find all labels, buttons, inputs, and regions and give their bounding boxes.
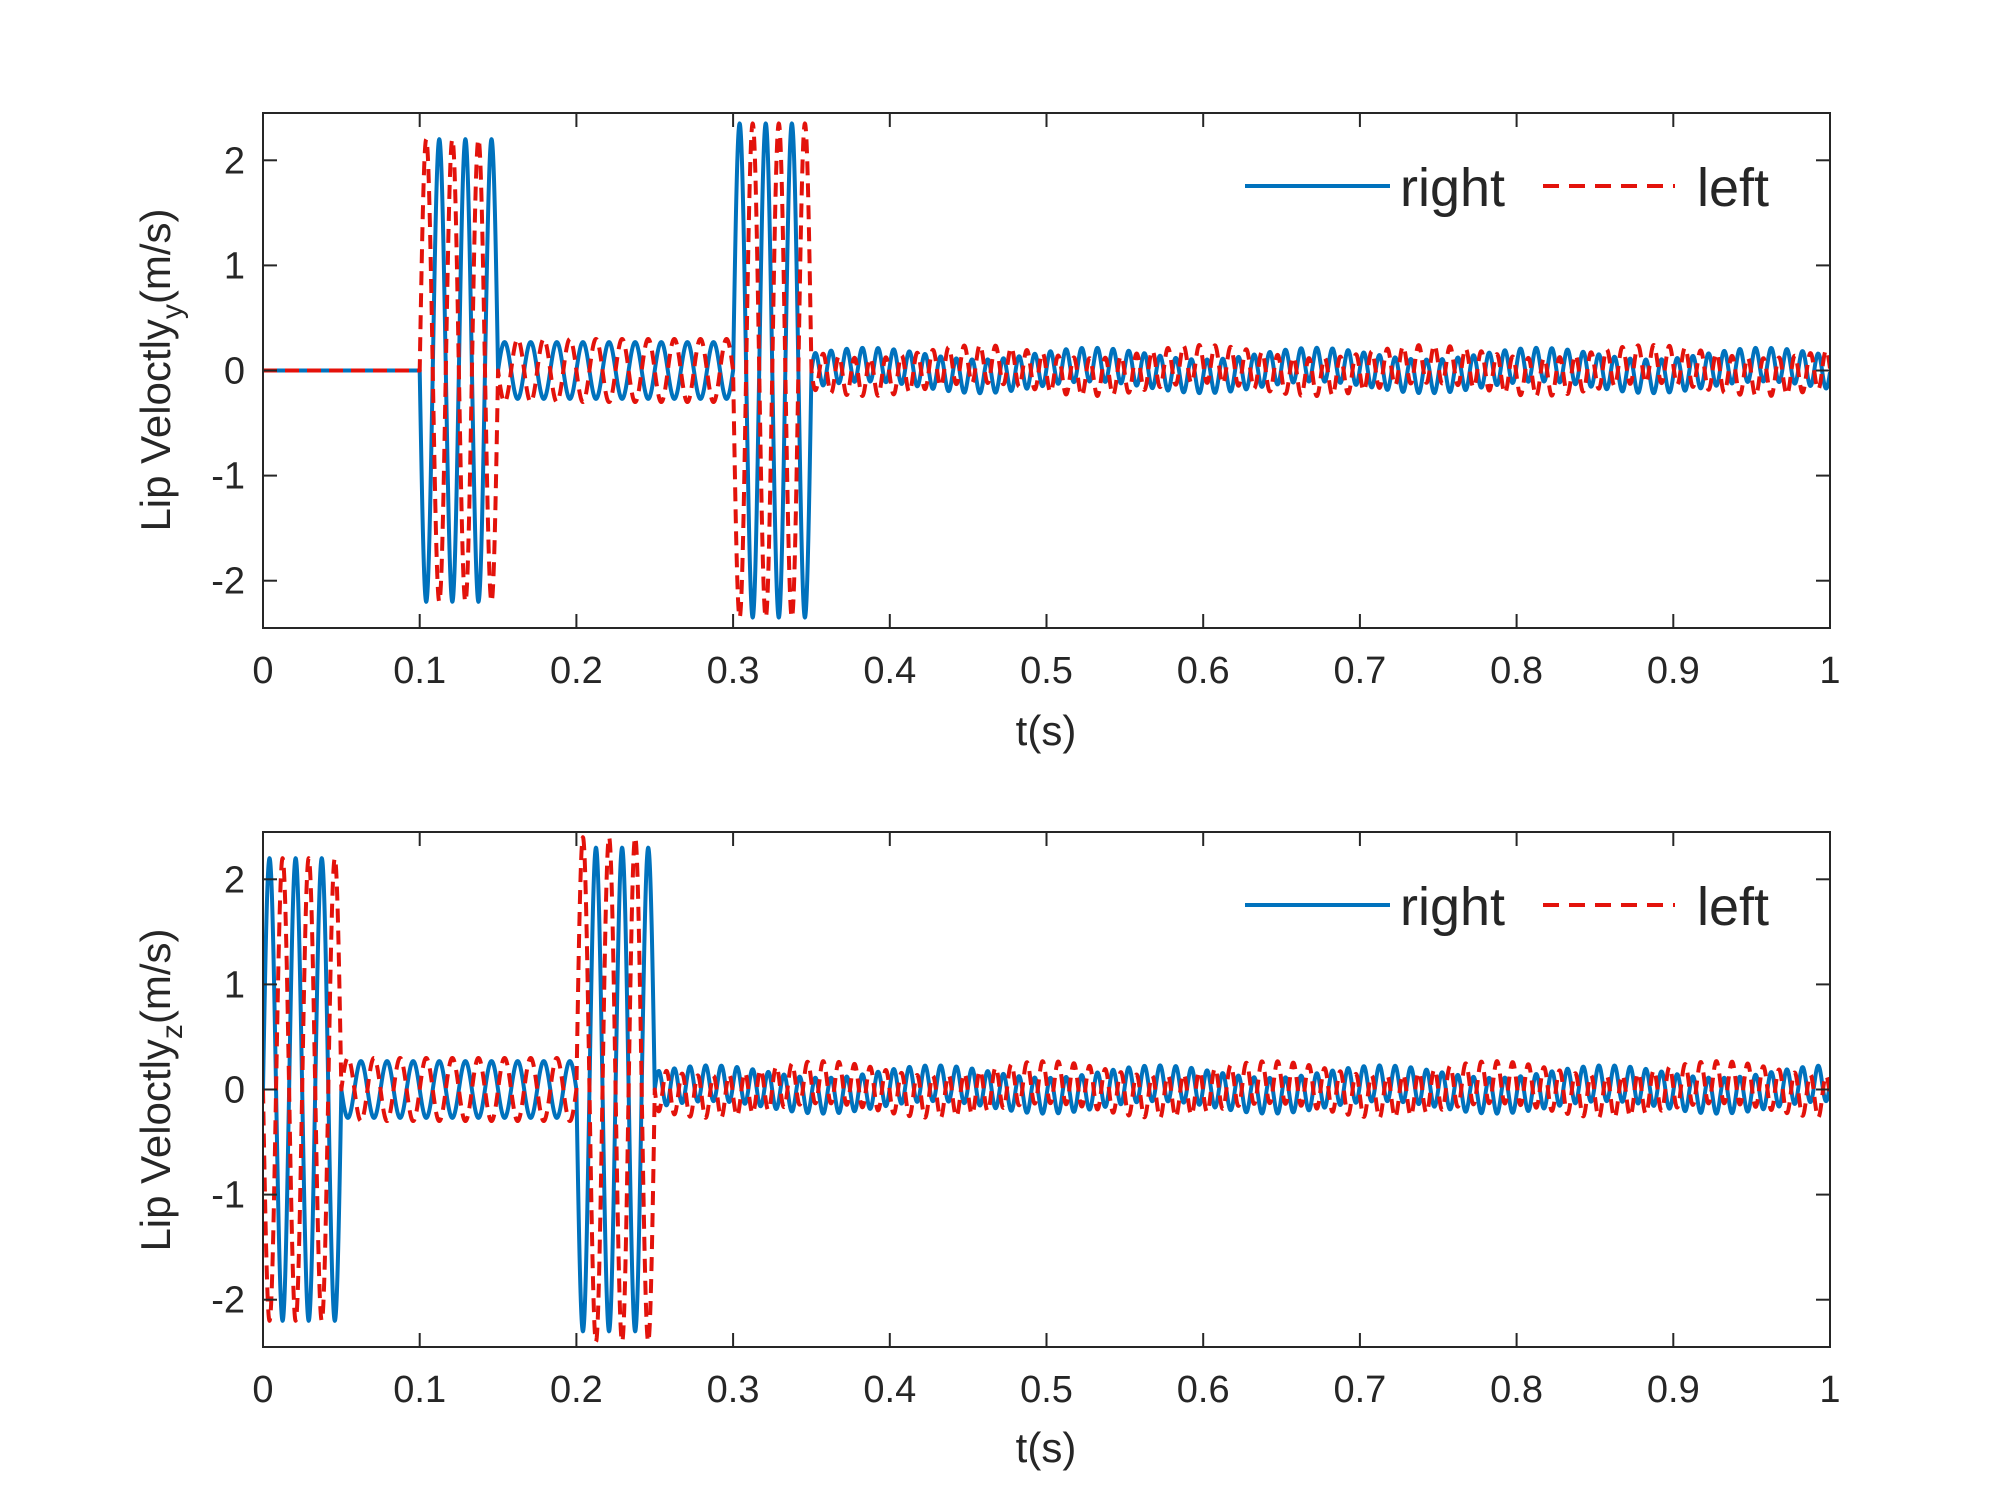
y-tick-label: -1 <box>211 456 245 498</box>
x-tick-labels: 0 0.1 0.2 0.3 0.4 0.5 0.6 0.7 0.8 0.9 1 <box>252 650 1840 692</box>
y-axis-label: Lip Veloctlyy(m/s) <box>132 208 189 531</box>
y-tick-label: 0 <box>224 351 245 393</box>
x-tick-label: 0.1 <box>393 1369 446 1411</box>
y-axis-label-subscript: y <box>156 304 189 319</box>
x-tick-label: 0.8 <box>1490 1369 1543 1411</box>
x-tick-label: 0.6 <box>1177 650 1230 692</box>
y-axis-label-main: Lip Veloctly <box>132 319 179 531</box>
x-tick-label: 0.5 <box>1020 1369 1073 1411</box>
series-line-left <box>263 835 1830 1344</box>
x-tick-label: 0.4 <box>863 650 916 692</box>
y-axis-label-main: Lip Veloctly <box>132 1039 179 1251</box>
x-tick-label: 0.4 <box>863 1369 916 1411</box>
x-tick-label: 0.3 <box>707 650 760 692</box>
x-tick-label: 0.2 <box>550 1369 603 1411</box>
y-tick-label: 1 <box>224 964 245 1006</box>
x-axis-label: t(s) <box>1016 707 1077 754</box>
y-tick-label: -2 <box>211 1280 245 1322</box>
ticks-layer <box>262 832 1831 1347</box>
y-tick-label: 2 <box>224 140 245 182</box>
y-tick-label: -1 <box>211 1175 245 1217</box>
y-tick-labels: -2 -1 0 1 2 <box>211 859 245 1321</box>
legend: right left <box>1245 158 1769 218</box>
x-tick-label: 0.3 <box>707 1369 760 1411</box>
x-tick-labels: 0 0.1 0.2 0.3 0.4 0.5 0.6 0.7 0.8 0.9 1 <box>252 1369 1840 1411</box>
y-axis-label-subscript: z <box>156 1024 189 1039</box>
y-tick-labels: -2 -1 0 1 2 <box>211 140 245 602</box>
legend-label-left: left <box>1697 877 1769 937</box>
ticks-layer <box>262 113 1831 628</box>
series-line-left <box>263 121 1830 620</box>
legend: right left <box>1245 877 1769 937</box>
x-tick-label: 0.9 <box>1647 650 1700 692</box>
y-axis-label: Lip Veloctlyz(m/s) <box>132 928 189 1251</box>
legend-label-left: left <box>1697 158 1769 218</box>
x-tick-label: 0.2 <box>550 650 603 692</box>
legend-label-right: right <box>1400 158 1505 218</box>
y-tick-label: -2 <box>211 561 245 603</box>
chart-top: 0 0.1 0.2 0.3 0.4 0.5 0.6 0.7 0.8 0.9 1 -2 -1 0 1 2 t(… <box>132 112 1841 754</box>
y-tick-label: 2 <box>224 859 245 901</box>
y-tick-label: 1 <box>224 245 245 287</box>
x-tick-label: 0.7 <box>1333 650 1386 692</box>
plot-frame <box>262 112 1831 629</box>
chart-bottom: 0 0.1 0.2 0.3 0.4 0.5 0.6 0.7 0.8 0.9 1 -2 -1 0 1 2 t(… <box>132 831 1841 1471</box>
legend-label-right: right <box>1400 877 1505 937</box>
series-layer <box>263 121 1830 620</box>
y-tick-label: 0 <box>224 1070 245 1112</box>
x-tick-label: 0.6 <box>1177 1369 1230 1411</box>
y-axis-label-unit: (m/s) <box>132 208 179 304</box>
x-tick-label: 0.1 <box>393 650 446 692</box>
plot-frame <box>262 831 1831 1348</box>
series-layer <box>263 835 1830 1344</box>
x-tick-label: 0.5 <box>1020 650 1073 692</box>
x-tick-label: 1 <box>1819 650 1840 692</box>
x-axis-label: t(s) <box>1016 1424 1077 1471</box>
y-axis-label-unit: (m/s) <box>132 928 179 1024</box>
x-tick-label: 0 <box>252 1369 273 1411</box>
x-tick-label: 0.8 <box>1490 650 1543 692</box>
x-tick-label: 0.9 <box>1647 1369 1700 1411</box>
x-tick-label: 1 <box>1819 1369 1840 1411</box>
x-tick-label: 0.7 <box>1333 1369 1386 1411</box>
x-tick-label: 0 <box>252 650 273 692</box>
